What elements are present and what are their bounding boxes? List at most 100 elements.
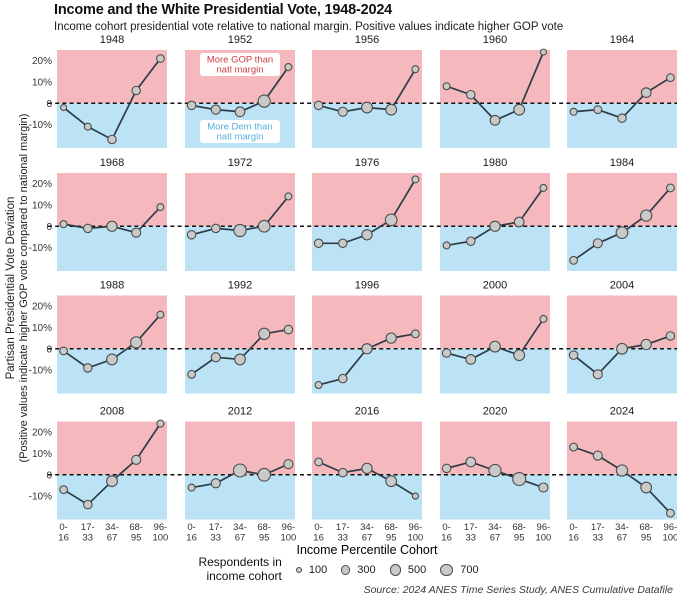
data-point <box>489 114 501 126</box>
legend-item-500: 500 <box>389 564 427 576</box>
annotation-box <box>200 120 280 143</box>
gop-region <box>185 173 295 227</box>
chart-text: 20% <box>32 179 52 190</box>
data-point <box>568 350 579 360</box>
chart-text: 1948 <box>100 34 124 46</box>
data-point <box>210 478 221 489</box>
data-point <box>234 106 246 118</box>
chart-text: 0- <box>442 522 450 533</box>
panel-1988: 1988 <box>57 280 167 394</box>
chart-text: 95 <box>641 533 652 544</box>
data-point <box>488 463 502 478</box>
chart-text: 100 <box>152 533 168 544</box>
data-point <box>338 467 348 478</box>
gop-region <box>312 295 422 349</box>
data-point <box>338 238 348 249</box>
legend-items: 100 300 500 700 <box>295 563 479 577</box>
small-multiples-chart: 1948 1952 1956 1960 1964 1968 1972 1976 1980 1984… <box>29 34 677 544</box>
chart-text: 1968 <box>100 157 124 169</box>
chart-text: 96- <box>409 522 423 533</box>
panel-1968: 1968 <box>57 157 167 271</box>
chart-text: 1992 <box>228 280 252 292</box>
data-point <box>59 346 69 356</box>
legend-size-value: 500 <box>407 564 427 576</box>
chart-text: 20% <box>32 56 52 67</box>
data-point <box>83 223 93 234</box>
data-point <box>640 209 653 222</box>
gop-region <box>312 173 422 227</box>
chart-text: 20% <box>32 302 52 313</box>
chart-text: 0- <box>59 522 67 533</box>
chart-text: 17- <box>81 522 95 533</box>
data-point <box>616 342 628 355</box>
data-point <box>513 216 525 228</box>
data-point <box>361 101 373 114</box>
data-point <box>442 82 451 91</box>
dem-region <box>57 226 167 271</box>
chart-text: 0 <box>46 470 52 481</box>
chart-text: 17- <box>336 522 350 533</box>
gop-region <box>57 50 167 104</box>
chart-text: 17- <box>209 522 223 533</box>
chart-text: 0 <box>46 344 52 355</box>
data-point <box>384 213 398 227</box>
data-point <box>411 65 420 74</box>
chart-text: 16 <box>568 533 579 544</box>
data-point <box>106 353 118 366</box>
panel-1964: 1964 <box>567 34 677 148</box>
data-point <box>186 100 197 111</box>
panel-1996: 1996 <box>312 280 422 394</box>
data-point <box>640 87 652 99</box>
data-point <box>569 107 578 116</box>
data-point <box>106 475 118 488</box>
data-point <box>592 450 603 461</box>
chart-text: 0- <box>187 522 195 533</box>
chart-text: 2000 <box>483 280 507 292</box>
point-size-legend: Respondents in income cohort 100 300 500 70… <box>0 555 677 584</box>
data-point <box>83 499 93 510</box>
panel-2020: 2020 <box>440 406 550 520</box>
gop-region <box>440 295 550 349</box>
gop-region <box>567 295 677 349</box>
data-point <box>361 462 373 475</box>
chart-text: 2008 <box>100 406 124 418</box>
legend-item-300: 300 <box>341 564 376 576</box>
data-point <box>211 223 221 234</box>
chart-text: -10% <box>29 492 52 503</box>
gop-region <box>57 173 167 227</box>
data-point <box>59 485 69 495</box>
chart-text: 17- <box>591 522 605 533</box>
chart-text: 10% <box>32 77 52 88</box>
data-point <box>232 463 248 478</box>
data-point <box>314 380 323 390</box>
data-point <box>106 220 118 232</box>
chart-text: 68- <box>257 522 271 533</box>
chart-text: 0- <box>314 522 322 533</box>
legend-size-dot <box>389 564 401 576</box>
chart-text: natl margin <box>217 132 264 143</box>
chart-text: 1964 <box>610 34 634 46</box>
chart-text: 67 <box>490 533 501 544</box>
data-point <box>513 103 526 116</box>
data-point <box>83 122 92 131</box>
chart-text: 34- <box>360 522 374 533</box>
data-point <box>283 459 294 470</box>
data-point <box>489 340 501 353</box>
data-point <box>257 467 272 482</box>
dem-region <box>185 474 295 520</box>
gop-region <box>440 173 550 227</box>
chart-text: 20% <box>32 428 52 439</box>
data-point <box>513 349 526 362</box>
chart-text: 0 <box>46 222 52 233</box>
panel-2016: 2016 <box>312 406 422 520</box>
legend-label-line2: income cohort <box>206 569 282 583</box>
data-point <box>442 241 451 250</box>
data-point <box>313 238 324 249</box>
panel-1960: 1960 <box>440 34 550 148</box>
legend-label-line1: Respondents in <box>198 555 282 570</box>
data-point <box>411 492 419 500</box>
chart-text: -10% <box>29 366 52 377</box>
dem-region <box>567 348 677 394</box>
legend-size-dot <box>295 567 302 573</box>
data-point <box>210 352 221 363</box>
